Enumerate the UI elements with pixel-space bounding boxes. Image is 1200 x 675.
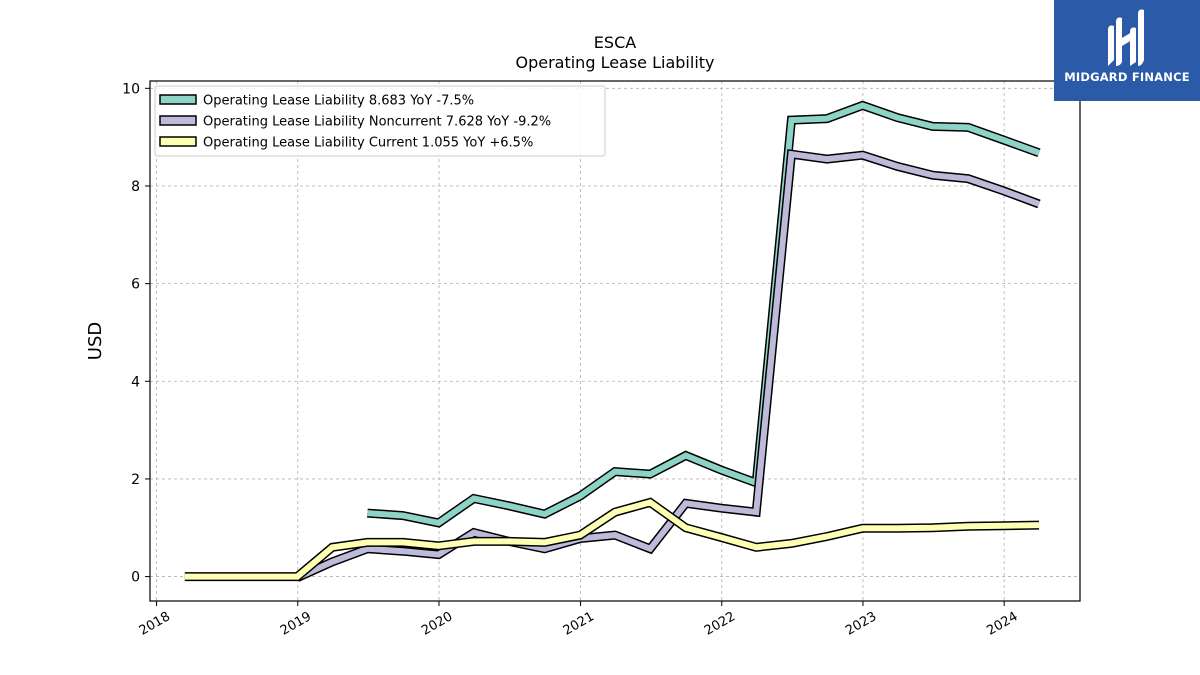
legend-label: Operating Lease Liability Current 1.055 … — [203, 136, 533, 151]
x-tick-label: 2024 — [984, 609, 1020, 639]
x-tick-label: 2022 — [702, 609, 738, 639]
y-tick-label: 10 — [122, 81, 140, 97]
x-tick-label: 2023 — [843, 609, 879, 639]
midgard-logo-icon — [1108, 9, 1144, 66]
legend-swatch — [159, 94, 197, 105]
legend-label: Operating Lease Liability 8.683 YoY -7.5… — [203, 94, 474, 109]
series-line — [367, 102, 1041, 527]
y-tick-label: 4 — [131, 374, 140, 390]
series-line — [296, 150, 1041, 581]
chart-subtitle: Operating Lease Liability — [515, 53, 714, 72]
series-2 — [295, 149, 1041, 582]
legend-box — [154, 85, 606, 157]
x-tick-label: 2018 — [137, 609, 173, 639]
y-tick-label: 0 — [131, 570, 140, 586]
series-line — [184, 499, 1040, 580]
legend-swatch — [159, 136, 197, 147]
series-layer — [184, 100, 1041, 582]
logo: MIDGARD FINANCE — [1054, 0, 1200, 101]
y-axis-label: USD — [85, 322, 106, 360]
plot-frame — [149, 80, 1081, 602]
legend-label: Operating Lease Liability Noncurrent 7.6… — [203, 115, 551, 130]
logo-text: MIDGARD FINANCE — [1064, 70, 1190, 84]
series-3 — [184, 497, 1040, 582]
legend-swatch — [159, 115, 197, 126]
series-1 — [367, 100, 1041, 528]
chart-title: ESCA — [594, 33, 636, 52]
grid-layer — [150, 81, 1080, 601]
y-tick-label: 2 — [131, 472, 140, 488]
y-tick-label: 8 — [131, 179, 140, 195]
x-tick-label: 2021 — [561, 609, 597, 639]
y-tick-label: 6 — [131, 277, 140, 293]
legend: Operating Lease Liability 8.683 YoY -7.5… — [154, 85, 606, 157]
x-tick-label: 2020 — [419, 609, 455, 639]
x-tick-label: 2019 — [278, 609, 314, 639]
